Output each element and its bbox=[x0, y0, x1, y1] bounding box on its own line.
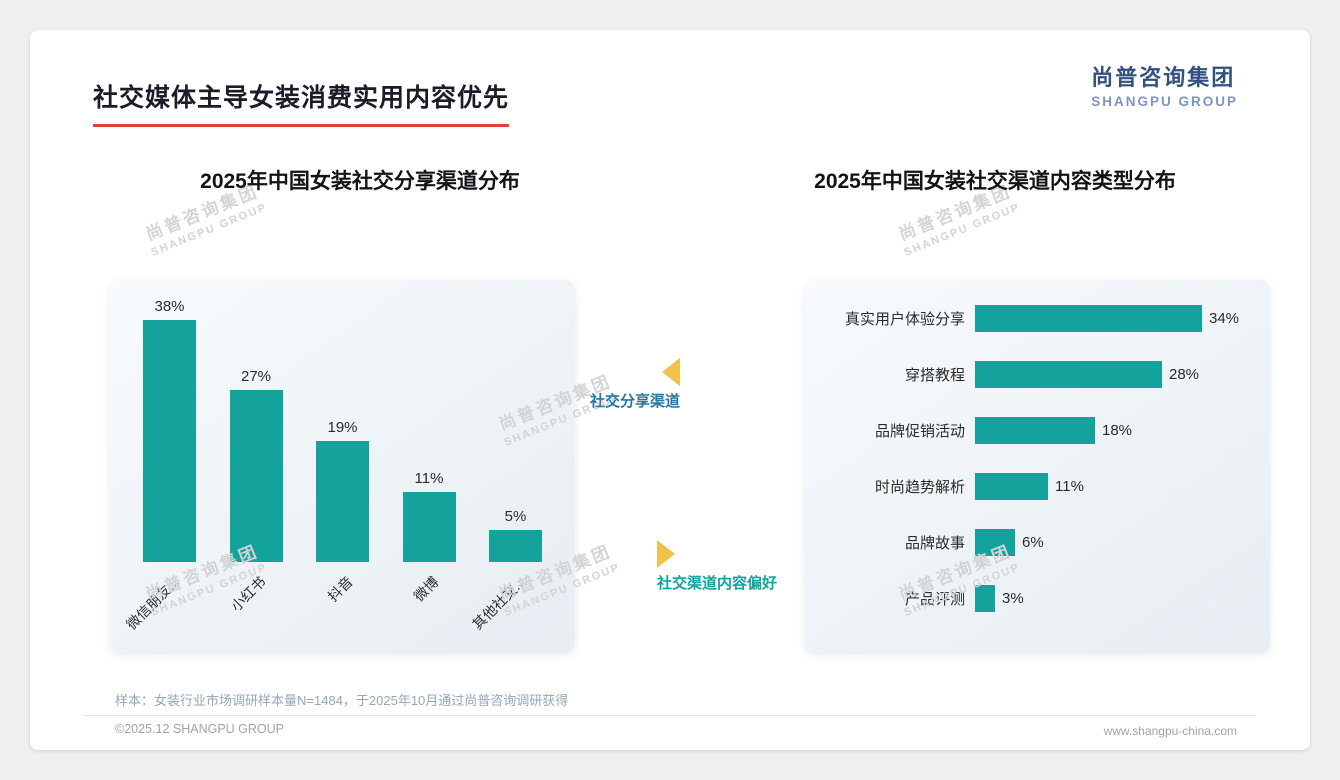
bar-row: 产品评测 3% bbox=[805, 570, 1270, 626]
bar-row: 穿搭教程 28% bbox=[805, 346, 1270, 402]
bar-value-label: 18% bbox=[1102, 421, 1133, 439]
bar bbox=[143, 320, 196, 562]
bar-row: 时尚趋势解析 11% bbox=[805, 458, 1270, 514]
footer-website: www.shangpu-china.com bbox=[1103, 724, 1237, 738]
horizontal-bar-plot: 真实用户体验分享 34% 穿搭教程 28% 品牌促销活动 18% 时尚趋势解析 11% 品牌故事… bbox=[805, 290, 1270, 626]
bar-group: 19% 抖音 bbox=[316, 280, 369, 605]
bar bbox=[975, 416, 1095, 444]
bar-row: 品牌促销活动 18% bbox=[805, 402, 1270, 458]
category-label: 微博 bbox=[410, 573, 442, 605]
annotation-content-preference: 社交渠道内容偏好 bbox=[657, 540, 797, 593]
annotation-label: 社交分享渠道 bbox=[589, 393, 680, 410]
logo-cn: 尚普咨询集团 bbox=[1091, 65, 1236, 90]
category-label: 小红书 bbox=[227, 573, 269, 615]
bar-row: 真实用户体验分享 34% bbox=[805, 290, 1270, 346]
bar bbox=[975, 360, 1162, 388]
page-title: 社交媒体主导女装消费实用内容优先 bbox=[93, 78, 510, 127]
bar-value-label: 28% bbox=[1169, 365, 1200, 383]
bar-group: 5% 其他社交... bbox=[469, 280, 542, 633]
logo-en: SHANGPU GROUP bbox=[1091, 94, 1238, 109]
bar bbox=[489, 530, 542, 562]
annotation-share-channels: 社交分享渠道 bbox=[570, 358, 680, 411]
chart-panel-left: 38% 微信朋友... 27% 小红书 19% 抖音 11% 微博 5% 其他社交... bbox=[110, 280, 575, 652]
right-chart-title: 2025年中国女装社交渠道内容类型分布 bbox=[814, 170, 1176, 193]
bar-value-label: 27% bbox=[240, 368, 272, 385]
bar-value-label: 34% bbox=[1209, 309, 1240, 327]
footer-copyright: ©2025.12 SHANGPU GROUP bbox=[115, 722, 284, 736]
category-label: 产品评测 bbox=[904, 590, 965, 608]
slide: 社交媒体主导女装消费实用内容优先 尚普咨询集团 SHANGPU GROUP 尚普… bbox=[30, 30, 1310, 750]
category-label: 品牌促销活动 bbox=[874, 422, 965, 440]
category-label: 穿搭教程 bbox=[904, 366, 965, 384]
category-label: 微信朋友... bbox=[123, 573, 183, 633]
bar-group: 27% 小红书 bbox=[228, 280, 283, 614]
arrow-left-icon bbox=[662, 358, 680, 386]
vertical-bar-plot: 38% 微信朋友... 27% 小红书 19% 抖音 11% 微博 5% 其他社交... bbox=[123, 280, 542, 633]
logo: 尚普咨询集团 SHANGPU GROUP bbox=[1091, 60, 1238, 109]
bar-value-label: 11% bbox=[414, 470, 444, 487]
category-label: 其他社交... bbox=[469, 573, 529, 633]
bar bbox=[316, 441, 369, 562]
bar-value-label: 3% bbox=[1002, 589, 1024, 607]
bar-value-label: 19% bbox=[327, 419, 358, 436]
category-label: 时尚趋势解析 bbox=[874, 478, 965, 496]
bar bbox=[229, 390, 283, 562]
left-chart-title: 2025年中国女装社交分享渠道分布 bbox=[200, 170, 520, 193]
bar bbox=[975, 528, 1015, 556]
bar-group: 11% 微博 bbox=[402, 280, 456, 605]
bar-value-label: 38% bbox=[154, 298, 185, 315]
annotation-label: 社交渠道内容偏好 bbox=[657, 575, 778, 592]
category-label: 品牌故事 bbox=[904, 534, 965, 552]
bar bbox=[975, 472, 1048, 500]
chart-panel-right: 真实用户体验分享 34% 穿搭教程 28% 品牌促销活动 18% 时尚趋势解析 11% 品牌故事… bbox=[805, 280, 1270, 652]
bar-value-label: 6% bbox=[1022, 533, 1044, 551]
arrow-right-icon bbox=[657, 540, 675, 568]
bar bbox=[975, 304, 1202, 332]
bar-value-label: 5% bbox=[504, 508, 527, 525]
bar-value-label: 11% bbox=[1055, 477, 1084, 495]
bar bbox=[975, 584, 995, 612]
bar-group: 38% 微信朋友... bbox=[123, 280, 196, 633]
footer-divider bbox=[85, 715, 1255, 716]
sample-footnote: 样本：女装行业市场调研样本量N=1484，于2025年10月通过尚普咨询调研获得 bbox=[115, 693, 569, 708]
category-label: 抖音 bbox=[324, 573, 356, 605]
category-label: 真实用户体验分享 bbox=[844, 310, 965, 328]
bar bbox=[402, 492, 456, 562]
bar-row: 品牌故事 6% bbox=[805, 514, 1270, 570]
